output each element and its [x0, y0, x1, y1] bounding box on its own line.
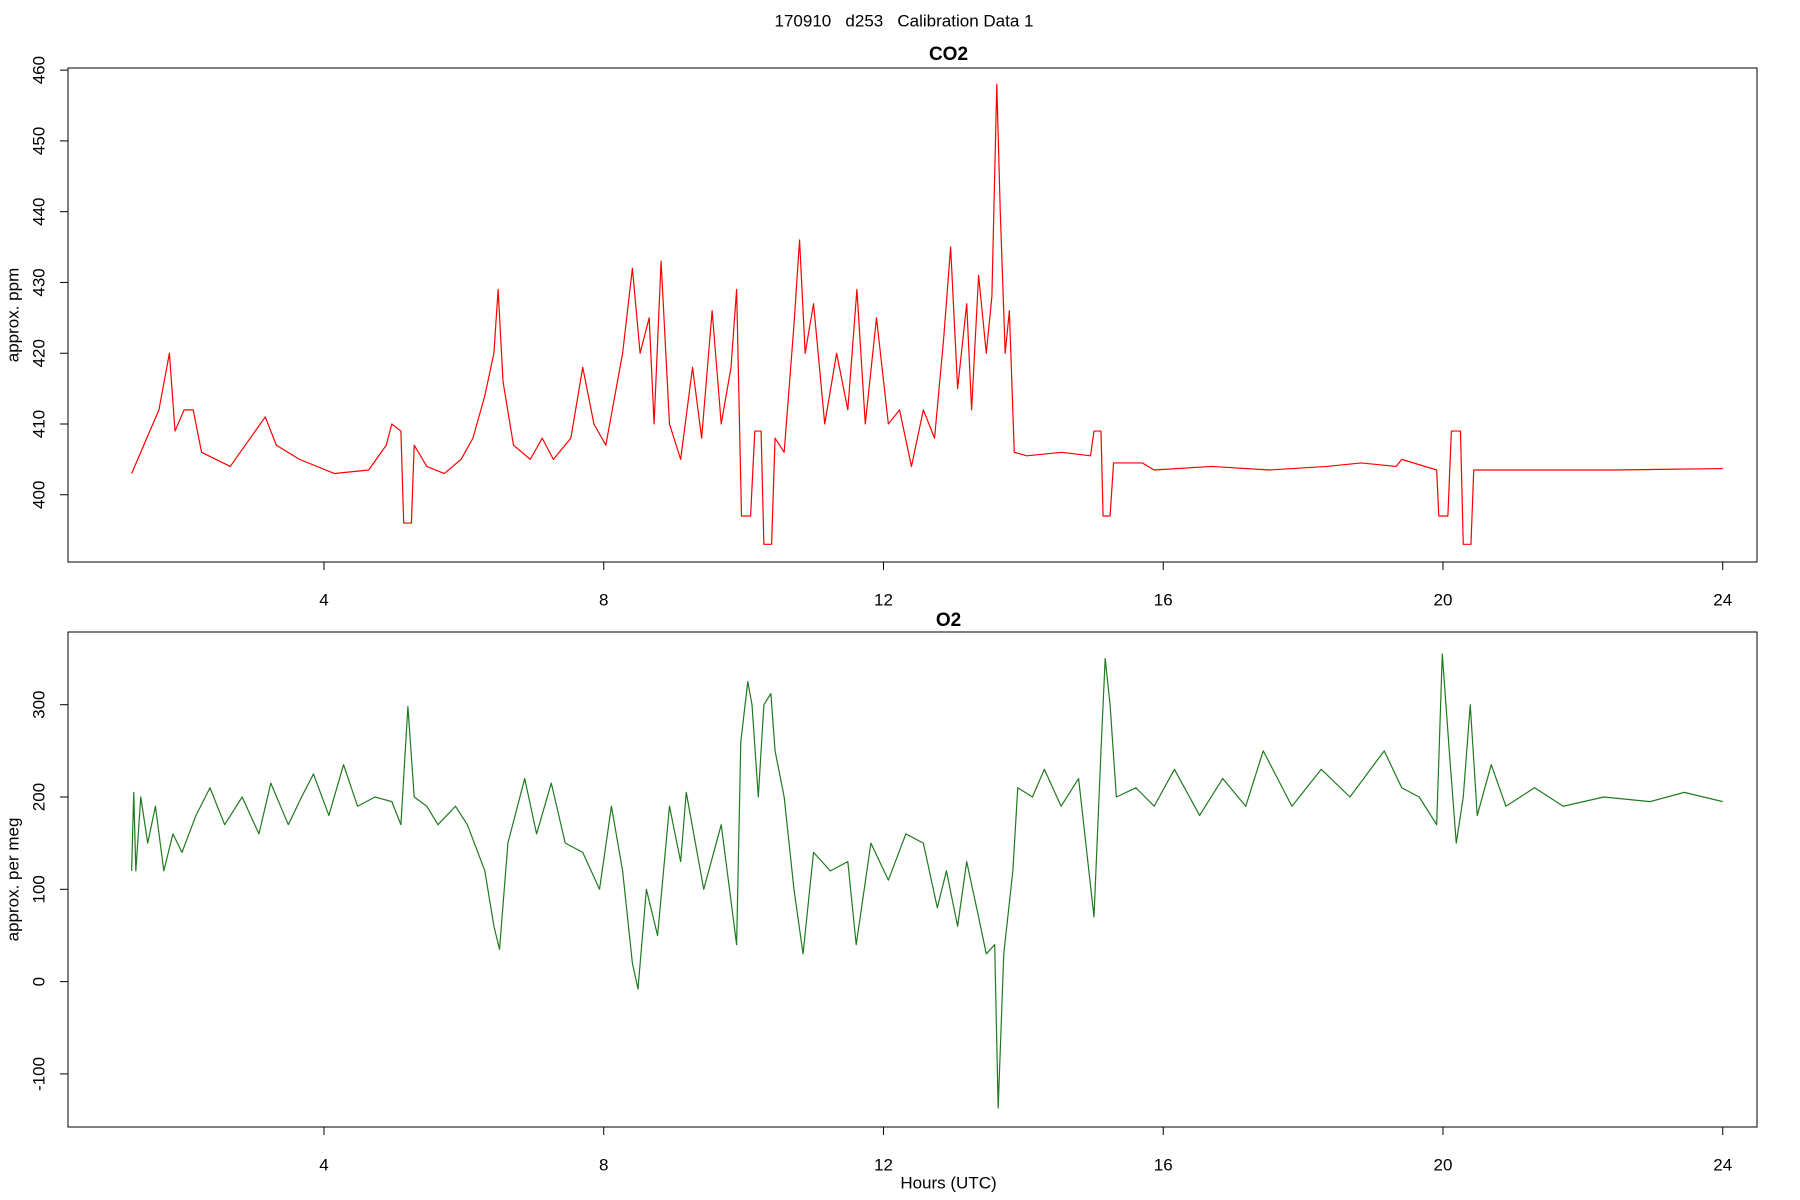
y-axis-title: approx. per meg [3, 818, 22, 942]
panel: O2 approx. per meg Hours (UTC) -100 0 100 200 3… [3, 610, 1758, 1192]
x-tick-label: 12 [874, 590, 893, 609]
panel: CO2 approx. ppm 400 410 420 430 440 450 460 4 8 12 1… [3, 44, 1758, 609]
figure-title: 170910 d253 Calibration Data 1 [775, 11, 1034, 30]
panel-title: CO2 [929, 44, 968, 65]
y-tick-label: 0 [29, 977, 48, 986]
y-tick-label: 410 [29, 410, 48, 438]
plot-box [67, 67, 1758, 563]
x-tick-label: 4 [319, 590, 328, 609]
x-tick-label: 16 [1154, 590, 1173, 609]
y-tick-label: 300 [29, 691, 48, 719]
y-tick-label: 400 [29, 481, 48, 509]
panel-title: O2 [936, 610, 961, 631]
data-line [131, 653, 1723, 1109]
x-tick-label: 20 [1434, 1155, 1453, 1174]
x-tick-label: 4 [319, 1155, 328, 1174]
x-tick-label: 24 [1713, 1155, 1732, 1174]
x-tick-label: 8 [599, 590, 608, 609]
y-tick-label: 430 [29, 268, 48, 296]
y-tick-label: 440 [29, 197, 48, 225]
x-tick-label: 20 [1434, 590, 1453, 609]
x-tick-label: 8 [599, 1155, 608, 1174]
y-tick-label: 460 [29, 56, 48, 84]
x-tick-label: 12 [874, 1155, 893, 1174]
y-tick-label: 100 [29, 875, 48, 903]
y-tick-label: 450 [29, 127, 48, 155]
y-tick-label: -100 [29, 1057, 48, 1091]
x-tick-label: 16 [1154, 1155, 1173, 1174]
y-axis-title: approx. ppm [3, 268, 22, 363]
y-tick-label: 200 [29, 783, 48, 811]
x-axis-title: Hours (UTC) [900, 1173, 996, 1192]
data-line [131, 83, 1723, 545]
y-tick-label: 420 [29, 339, 48, 367]
x-tick-label: 24 [1713, 590, 1732, 609]
plot-box [67, 631, 1758, 1128]
